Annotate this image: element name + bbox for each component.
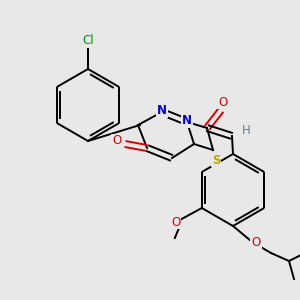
Text: O: O <box>218 95 228 109</box>
Text: N: N <box>182 115 192 128</box>
Text: N: N <box>182 115 192 128</box>
Text: H: H <box>242 124 250 137</box>
Text: N: N <box>157 104 167 118</box>
Text: O: O <box>218 95 228 109</box>
Text: O: O <box>112 134 122 148</box>
Text: H: H <box>242 124 250 137</box>
Text: O: O <box>171 215 180 229</box>
Text: Cl: Cl <box>82 34 94 47</box>
Text: S: S <box>212 154 220 166</box>
Text: O: O <box>251 236 261 250</box>
Text: O: O <box>112 134 122 148</box>
Text: Cl: Cl <box>82 34 94 47</box>
Text: N: N <box>157 104 167 118</box>
Text: S: S <box>212 154 220 166</box>
Text: O: O <box>251 236 261 250</box>
Text: O: O <box>171 215 180 229</box>
